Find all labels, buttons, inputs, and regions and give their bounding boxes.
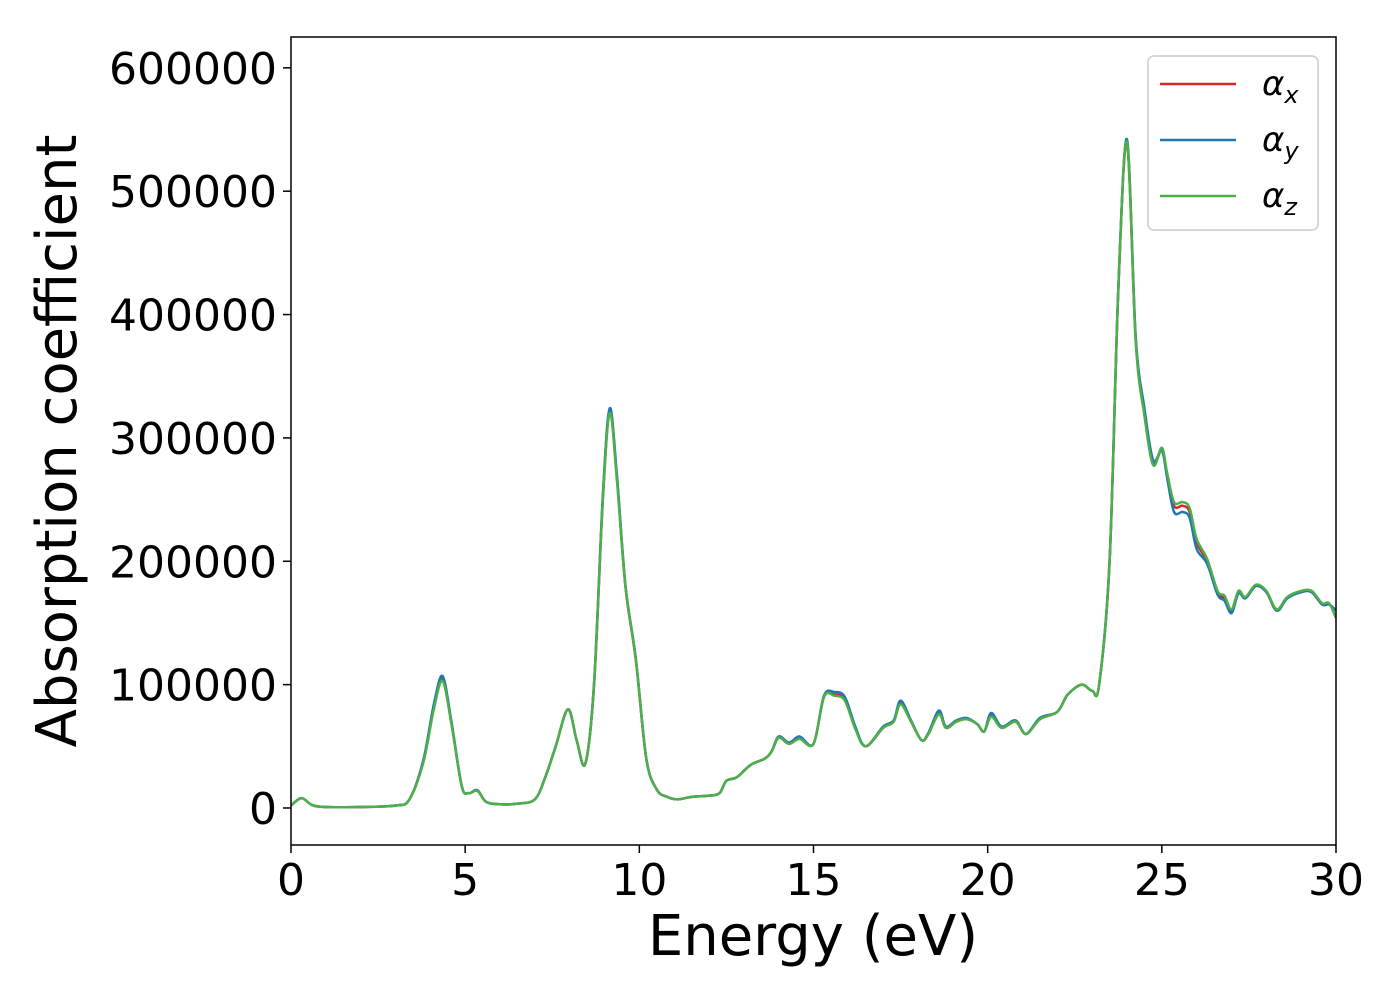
x-axis-title: Energy (eV) xyxy=(648,904,978,969)
x-tick-label: 10 xyxy=(611,855,667,906)
x-tick-label: 30 xyxy=(1308,855,1364,906)
x-tick-label: 20 xyxy=(960,855,1016,906)
y-tick-label: 400000 xyxy=(109,291,277,342)
legend-label-z: αz xyxy=(1262,176,1298,221)
y-tick-label: 300000 xyxy=(109,414,277,465)
series-line-z xyxy=(291,140,1336,809)
x-tick-label: 0 xyxy=(277,855,305,906)
series-layer xyxy=(291,137,1336,809)
y-tick-label: 0 xyxy=(249,784,277,835)
legend-box xyxy=(1147,55,1319,231)
x-tick-label: 25 xyxy=(1134,855,1190,906)
x-tick-label: 15 xyxy=(786,855,842,906)
legend: αx αy αz xyxy=(1147,55,1319,231)
y-tick-label: 200000 xyxy=(109,537,277,588)
legend-label-x: αx xyxy=(1262,64,1299,109)
x-tick-label: 5 xyxy=(451,855,479,906)
y-tick-label: 500000 xyxy=(109,167,277,218)
y-tick-label: 100000 xyxy=(109,661,277,712)
y-tick-label: 600000 xyxy=(109,44,277,95)
x-axis-ticks: 0 5 10 15 20 25 30 xyxy=(277,845,1364,906)
y-axis-ticks: 0 100000 200000 300000 400000 500000 600000 xyxy=(109,44,291,835)
y-axis-title: Absorption coefficient xyxy=(25,135,90,748)
legend-label-y: αy xyxy=(1262,120,1299,165)
